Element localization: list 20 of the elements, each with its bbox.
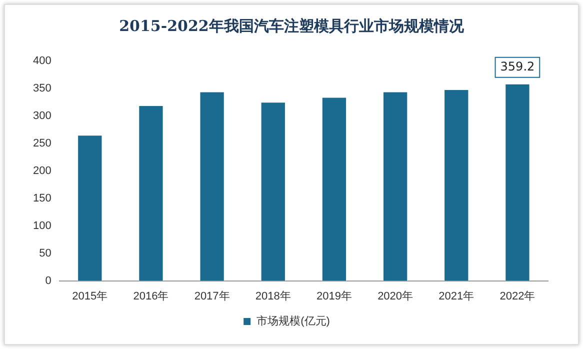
y-tick-label: 0: [45, 274, 52, 287]
x-tick-label: 2018年: [255, 290, 291, 302]
x-tick-label: 2016年: [133, 290, 169, 302]
x-tick-label: 2022年: [500, 290, 536, 302]
legend-label: 市场规模(亿元): [256, 314, 330, 328]
y-tick-label: 100: [32, 220, 52, 232]
x-tick-label: 2015年: [72, 290, 108, 302]
x-tick-label: 2020年: [378, 290, 414, 302]
x-tick-label: 2021年: [438, 290, 474, 302]
x-tick-label: 2019年: [316, 290, 352, 302]
y-tick-label: 250: [32, 137, 52, 150]
chart-title: 2015-2022年我国汽车注塑模具行业市场规模情况: [118, 17, 465, 36]
y-tick-label: 50: [39, 247, 52, 260]
y-tick-label: 400: [32, 55, 52, 68]
y-tick-label: 350: [32, 82, 52, 95]
data-label: 359.2: [500, 60, 535, 74]
y-tick-label: 150: [32, 192, 52, 204]
x-tick-label: 2017年: [194, 290, 230, 302]
y-tick-label: 200: [32, 164, 52, 177]
y-tick-label: 300: [32, 110, 52, 122]
